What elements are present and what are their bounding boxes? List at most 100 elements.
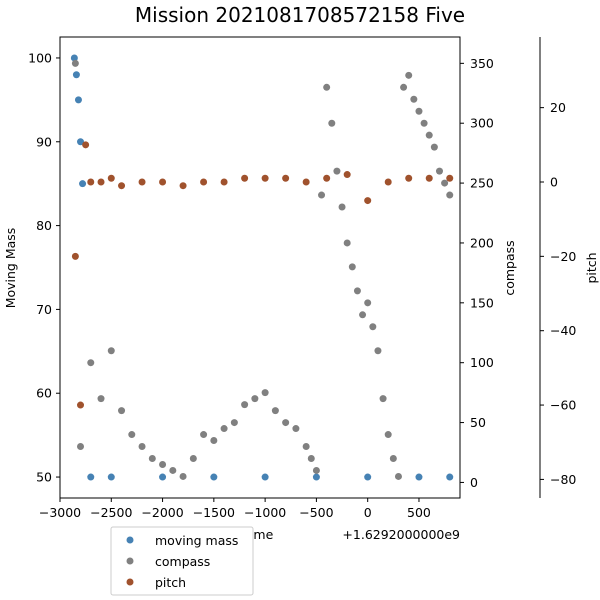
point-pitch — [364, 197, 372, 205]
point-compass — [348, 263, 356, 271]
point-pitch — [425, 174, 433, 182]
compass-tick-label: 250 — [470, 176, 494, 191]
compass-tick-label: 350 — [470, 56, 494, 71]
point-compass — [271, 407, 279, 415]
point-pitch — [261, 174, 269, 182]
point-compass — [400, 83, 408, 91]
point-compass — [338, 203, 346, 211]
point-compass — [159, 460, 167, 468]
point-compass — [312, 466, 320, 474]
point-compass — [97, 395, 105, 403]
point-compass — [282, 419, 290, 427]
point-compass — [389, 454, 397, 462]
point-pitch — [118, 182, 126, 190]
point-compass — [148, 454, 156, 462]
point-compass — [328, 119, 336, 127]
point-compass — [251, 395, 259, 403]
compass-tick-label: 200 — [470, 235, 494, 250]
x-tick-label: −500 — [299, 505, 333, 520]
point-pitch — [71, 252, 79, 260]
compass-tick-label: 50 — [470, 415, 486, 430]
point-compass — [200, 431, 208, 439]
point-compass — [446, 191, 454, 199]
pitch-axis-label: pitch — [584, 252, 599, 283]
point-compass — [415, 107, 423, 115]
point-moving-mass — [364, 473, 372, 481]
x-tick-label: −2500 — [90, 505, 132, 520]
point-pitch — [107, 174, 115, 182]
point-compass — [318, 191, 326, 199]
point-pitch — [302, 178, 310, 186]
left-y-tick-label: 60 — [36, 386, 52, 401]
point-pitch — [138, 178, 146, 186]
point-moving-mass — [70, 54, 78, 62]
point-pitch — [97, 178, 105, 186]
point-pitch — [343, 171, 351, 179]
point-compass — [435, 167, 443, 175]
point-pitch — [200, 178, 208, 186]
point-compass — [405, 71, 413, 79]
point-compass — [169, 466, 177, 474]
x-tick-label: −1500 — [193, 505, 235, 520]
x-tick-label: 0 — [364, 505, 372, 520]
left-y-tick-label: 80 — [36, 218, 52, 233]
point-pitch — [179, 182, 187, 190]
point-compass — [71, 59, 79, 67]
point-pitch — [323, 174, 331, 182]
pitch-tick-label: −80 — [550, 472, 576, 487]
point-moving-mass — [159, 473, 167, 481]
point-compass — [369, 323, 377, 331]
left-y-tick-label: 70 — [36, 302, 52, 317]
point-compass — [220, 425, 228, 433]
left-y-tick-label: 50 — [36, 470, 52, 485]
legend-label-pitch: pitch — [155, 575, 186, 590]
point-moving-mass — [446, 473, 454, 481]
point-compass — [379, 395, 387, 403]
point-moving-mass — [210, 473, 218, 481]
point-compass — [241, 401, 249, 409]
legend-marker-pitch — [126, 578, 134, 586]
point-pitch — [87, 178, 95, 186]
pitch-tick-label: −20 — [550, 249, 576, 264]
legend-box — [110, 526, 254, 596]
point-compass — [410, 95, 418, 103]
compass-tick-label: 300 — [470, 116, 494, 131]
point-compass — [302, 443, 310, 451]
point-pitch — [241, 174, 249, 182]
point-compass — [364, 299, 372, 307]
point-compass — [138, 443, 146, 451]
chart-title: Mission 2021081708572158 Five — [135, 3, 465, 27]
left-y-tick-label: 100 — [28, 50, 52, 65]
point-compass — [343, 239, 351, 247]
point-compass — [128, 431, 136, 439]
point-moving-mass — [415, 473, 423, 481]
point-pitch — [282, 174, 290, 182]
legend-label-moving-mass: moving mass — [155, 533, 238, 548]
point-moving-mass — [79, 180, 87, 188]
compass-axis-label: compass — [502, 240, 517, 295]
point-compass — [179, 472, 187, 480]
point-pitch — [77, 401, 85, 409]
point-pitch — [82, 141, 90, 149]
point-compass — [189, 454, 197, 462]
compass-tick-label: 150 — [470, 295, 494, 310]
point-compass — [420, 119, 428, 127]
point-compass — [230, 419, 238, 427]
point-moving-mass — [77, 138, 85, 146]
point-moving-mass — [312, 473, 320, 481]
point-pitch — [159, 178, 167, 186]
legend-label-compass: compass — [155, 554, 210, 569]
point-moving-mass — [87, 473, 95, 481]
point-compass — [425, 131, 433, 139]
x-tick-label: −3000 — [39, 505, 81, 520]
point-moving-mass — [261, 473, 269, 481]
point-pitch — [446, 174, 454, 182]
point-compass — [210, 437, 218, 445]
plot-frame — [59, 36, 461, 499]
point-compass — [333, 167, 341, 175]
pitch-tick-label: 0 — [550, 174, 558, 189]
point-moving-mass — [72, 71, 80, 79]
legend-marker-moving-mass — [126, 536, 134, 544]
point-pitch — [220, 178, 228, 186]
